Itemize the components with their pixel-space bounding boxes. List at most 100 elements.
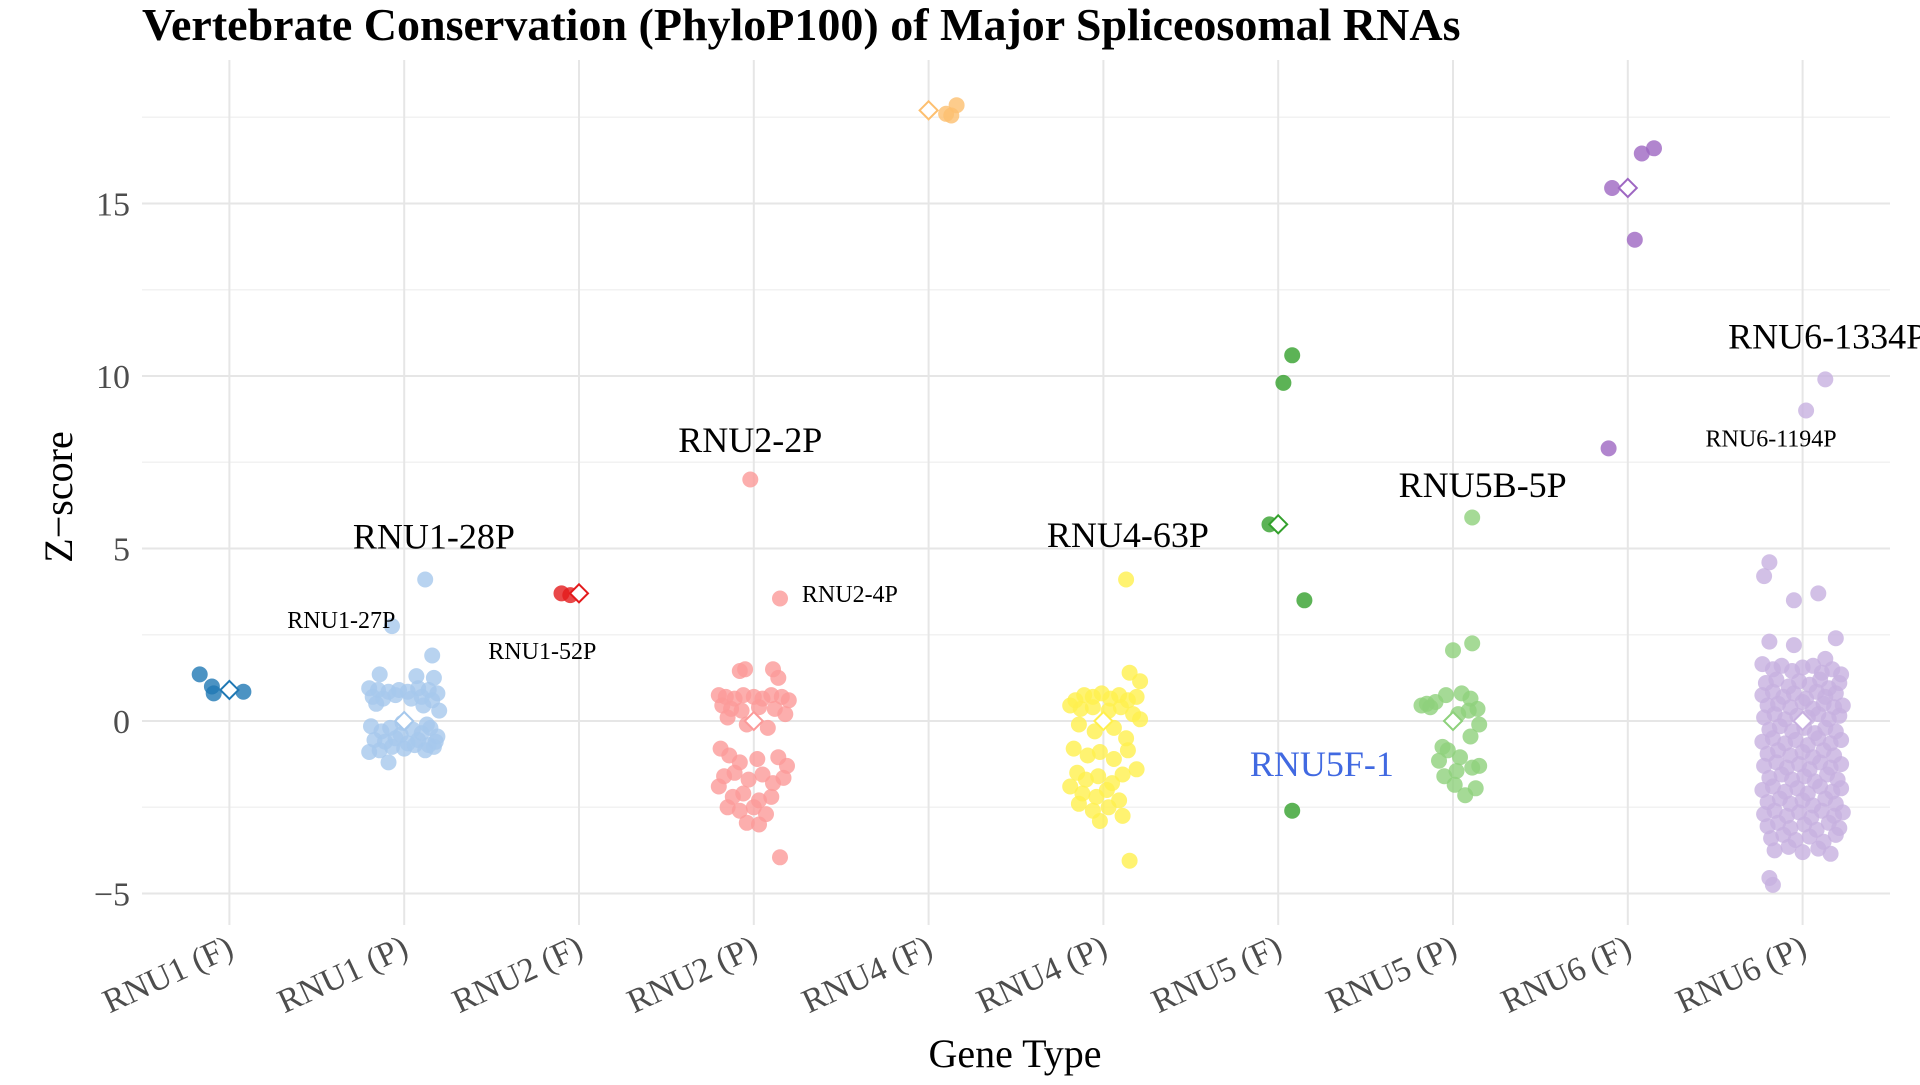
- x-tick-label: RNU5 (P): [1321, 929, 1462, 1021]
- data-point: [1796, 816, 1813, 833]
- point-label: RNU5B-5P: [1399, 465, 1567, 505]
- data-point: [371, 742, 388, 759]
- median-marker: [1442, 710, 1464, 732]
- data-point: [1764, 876, 1781, 893]
- data-point: [1448, 763, 1465, 779]
- data-point: [719, 709, 736, 726]
- data-point: [751, 816, 767, 833]
- data-point: [1756, 568, 1773, 585]
- axes: −5 0 5 10 15 RNU1 (F) RNU1 (P) RNU2 (F) RNU2 (P)…: [94, 187, 1812, 1021]
- median-marker: [743, 710, 765, 732]
- data-point: [1604, 180, 1621, 196]
- data-point: [1077, 771, 1094, 788]
- data-point: [1600, 440, 1617, 457]
- data-point: [424, 647, 441, 664]
- data-point: [1462, 728, 1479, 745]
- y-tick-label: 0: [113, 704, 130, 741]
- data-point: [408, 668, 425, 685]
- data-point: [1770, 814, 1787, 831]
- data-point: [1275, 374, 1292, 391]
- data-point: [431, 702, 448, 719]
- data-point: [1062, 778, 1079, 795]
- data-point: [1626, 231, 1643, 248]
- data-point: [1798, 402, 1815, 419]
- data-point: [1785, 637, 1802, 654]
- y-tick-label: 5: [113, 532, 130, 569]
- data-point: [770, 669, 787, 686]
- data-point: [1471, 716, 1488, 733]
- data-point: [745, 799, 762, 816]
- data-point: [1817, 371, 1834, 388]
- x-tick-label: RNU6 (P): [1671, 929, 1812, 1021]
- chart-title: Vertebrate Conservation (PhyloP100) of M…: [142, 0, 1460, 50]
- data-point: [1827, 826, 1844, 843]
- x-tick-label: RNU2 (P): [622, 929, 763, 1021]
- data-point: [425, 738, 442, 755]
- x-tick-label: RNU6 (F): [1496, 929, 1637, 1021]
- data-point: [1831, 707, 1848, 724]
- data-point: [1827, 685, 1844, 702]
- data-point: [777, 706, 794, 723]
- x-tick-label: RNU5 (F): [1146, 929, 1287, 1021]
- data-point: [1822, 845, 1839, 862]
- x-tick-label: RNU2 (F): [447, 929, 588, 1021]
- data-point: [1464, 759, 1481, 776]
- data-point: [772, 849, 788, 866]
- point-label: RNU4-63P: [1047, 515, 1209, 555]
- data-point: [733, 702, 750, 719]
- data-point: [1764, 778, 1781, 795]
- data-point: [1100, 799, 1117, 816]
- data-points: [191, 97, 1851, 893]
- data-point: [738, 814, 755, 831]
- data-point: [205, 685, 222, 702]
- data-point: [1766, 802, 1783, 819]
- data-point: [1834, 804, 1851, 821]
- y-tick-label: 10: [96, 359, 130, 396]
- data-point: [1464, 635, 1481, 652]
- data-point: [1770, 742, 1787, 759]
- data-point: [1633, 145, 1650, 162]
- data-point: [1121, 852, 1138, 869]
- data-point: [710, 778, 727, 795]
- data-point: [235, 683, 252, 700]
- y-tick-label: −5: [94, 877, 130, 914]
- data-point: [1119, 742, 1136, 759]
- data-point: [1128, 761, 1145, 778]
- data-point: [1810, 840, 1827, 857]
- data-point: [1098, 782, 1115, 798]
- data-point: [1070, 795, 1087, 812]
- x-tick-label: RNU1 (P): [272, 929, 413, 1021]
- data-point: [726, 764, 743, 781]
- data-point: [417, 571, 434, 588]
- data-point: [1091, 744, 1108, 760]
- data-point: [1764, 730, 1781, 747]
- data-point: [1794, 844, 1811, 861]
- data-point: [1132, 673, 1149, 690]
- data-point: [1431, 752, 1447, 769]
- point-label: RNU5F-1: [1250, 744, 1394, 784]
- data-point: [1422, 699, 1439, 716]
- data-point: [371, 666, 388, 683]
- data-point: [1128, 688, 1145, 705]
- data-point: [1812, 778, 1829, 795]
- y-tick-label: 15: [96, 187, 130, 224]
- data-point: [751, 699, 767, 716]
- data-point: [731, 802, 748, 819]
- data-point: [1761, 554, 1778, 571]
- point-label: RNU2-4P: [802, 582, 898, 608]
- data-point: [1452, 749, 1468, 766]
- data-point: [1756, 757, 1773, 774]
- data-point: [1768, 671, 1785, 688]
- data-point: [1446, 776, 1463, 793]
- data-point: [1296, 592, 1313, 609]
- data-point: [1810, 585, 1827, 602]
- data-point: [1072, 700, 1089, 717]
- point-label: RNU1-28P: [353, 517, 515, 557]
- data-point: [384, 738, 400, 755]
- data-point: [742, 471, 759, 488]
- data-point: [1761, 633, 1778, 650]
- median-marker: [1267, 513, 1289, 535]
- data-point: [1785, 592, 1802, 609]
- data-point: [425, 669, 442, 686]
- median-marker: [393, 710, 415, 732]
